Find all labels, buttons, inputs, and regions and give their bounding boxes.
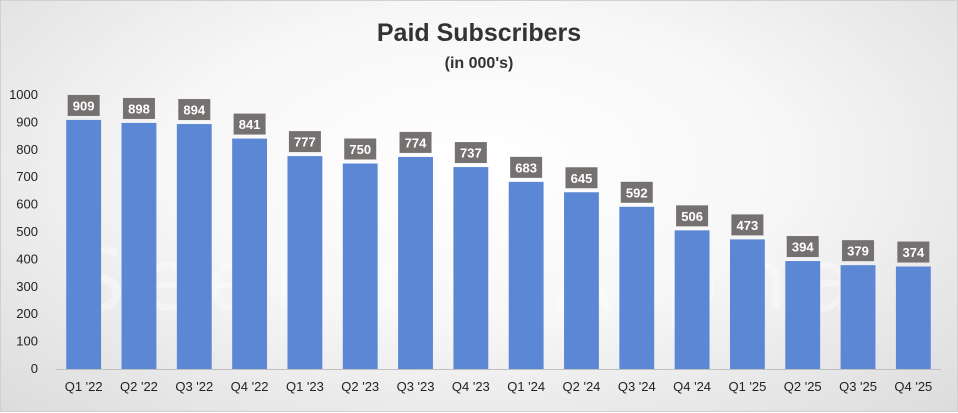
- bar: [176, 124, 212, 369]
- bar: [729, 239, 765, 369]
- y-tick-label: 1000: [9, 87, 38, 102]
- data-label-box: [233, 113, 266, 135]
- data-label: 750: [349, 142, 371, 157]
- data-label: 841: [239, 117, 261, 132]
- x-tick-label: Q3 '24: [618, 379, 656, 394]
- data-label: 379: [847, 244, 869, 259]
- x-tick-label: Q2 '23: [341, 379, 379, 394]
- y-tick-label: 700: [16, 169, 38, 184]
- data-label: 777: [294, 135, 316, 150]
- data-label-box: [122, 97, 155, 119]
- y-tick-label: 800: [16, 142, 38, 157]
- data-label-box: [344, 138, 377, 160]
- bar: [785, 261, 821, 369]
- data-label: 774: [405, 135, 427, 150]
- bar: [342, 163, 378, 369]
- data-label: 506: [681, 209, 703, 224]
- data-label-box: [565, 167, 598, 189]
- x-tick-label: Q1 '22: [65, 379, 103, 394]
- x-tick-label: Q4 '22: [231, 379, 269, 394]
- x-tick-label: Q3 '22: [175, 379, 213, 394]
- bar: [121, 122, 157, 369]
- bar: [287, 156, 323, 369]
- bar: [66, 119, 102, 370]
- x-tick-label: Q2 '25: [784, 379, 822, 394]
- data-label-box: [897, 241, 930, 263]
- data-label: 909: [73, 98, 95, 113]
- data-label: 898: [128, 101, 150, 116]
- y-tick-label: 400: [16, 251, 38, 266]
- x-tick-label: Q3 '25: [839, 379, 877, 394]
- x-tick-label: Q2 '24: [563, 379, 601, 394]
- bar: [564, 192, 599, 369]
- x-tick-label: Q4 '23: [452, 379, 490, 394]
- data-label: 394: [792, 240, 814, 255]
- y-tick-label: 0: [31, 361, 38, 376]
- bar: [895, 266, 931, 369]
- bar: [453, 167, 489, 369]
- data-label-box: [510, 156, 543, 178]
- y-tick-label: 600: [16, 197, 38, 212]
- data-label-box: [288, 131, 321, 153]
- bar: [398, 156, 433, 369]
- y-tick-label: 500: [16, 224, 38, 239]
- data-label: 737: [460, 146, 482, 161]
- data-label-box: [454, 142, 487, 164]
- data-label: 645: [571, 171, 593, 186]
- bar: [619, 206, 655, 369]
- y-tick-label: 900: [16, 114, 38, 129]
- chart-subtitle: (in 000's): [444, 55, 514, 72]
- x-tick-label: Q4 '24: [673, 379, 711, 394]
- x-tick-label: Q2 '22: [120, 379, 158, 394]
- data-label: 894: [183, 103, 205, 118]
- y-tick-label: 300: [16, 279, 38, 294]
- data-label: 374: [902, 245, 924, 260]
- data-label: 683: [515, 160, 537, 175]
- bar: [232, 138, 268, 369]
- data-label-box: [786, 236, 819, 258]
- data-label-box: [731, 214, 764, 236]
- y-tick-label: 200: [16, 306, 38, 321]
- bar: [508, 181, 544, 369]
- y-tick-label: 100: [16, 334, 38, 349]
- bar: [674, 230, 710, 369]
- x-tick-label: Q1 '24: [507, 379, 545, 394]
- bar: [840, 265, 876, 369]
- data-label: 473: [737, 218, 759, 233]
- data-label-box: [399, 131, 432, 153]
- data-label-box: [67, 94, 100, 116]
- data-label-box: [676, 205, 709, 227]
- x-tick-label: Q1 '23: [286, 379, 324, 394]
- data-label-box: [842, 240, 875, 262]
- chart-title: Paid Subscribers: [376, 19, 582, 47]
- x-tick-label: Q4 '25: [894, 379, 932, 394]
- data-label-box: [620, 181, 653, 203]
- x-tick-label: Q3 '23: [397, 379, 435, 394]
- data-label-box: [178, 99, 211, 121]
- data-label: 592: [626, 185, 648, 200]
- x-tick-label: Q1 '25: [728, 379, 766, 394]
